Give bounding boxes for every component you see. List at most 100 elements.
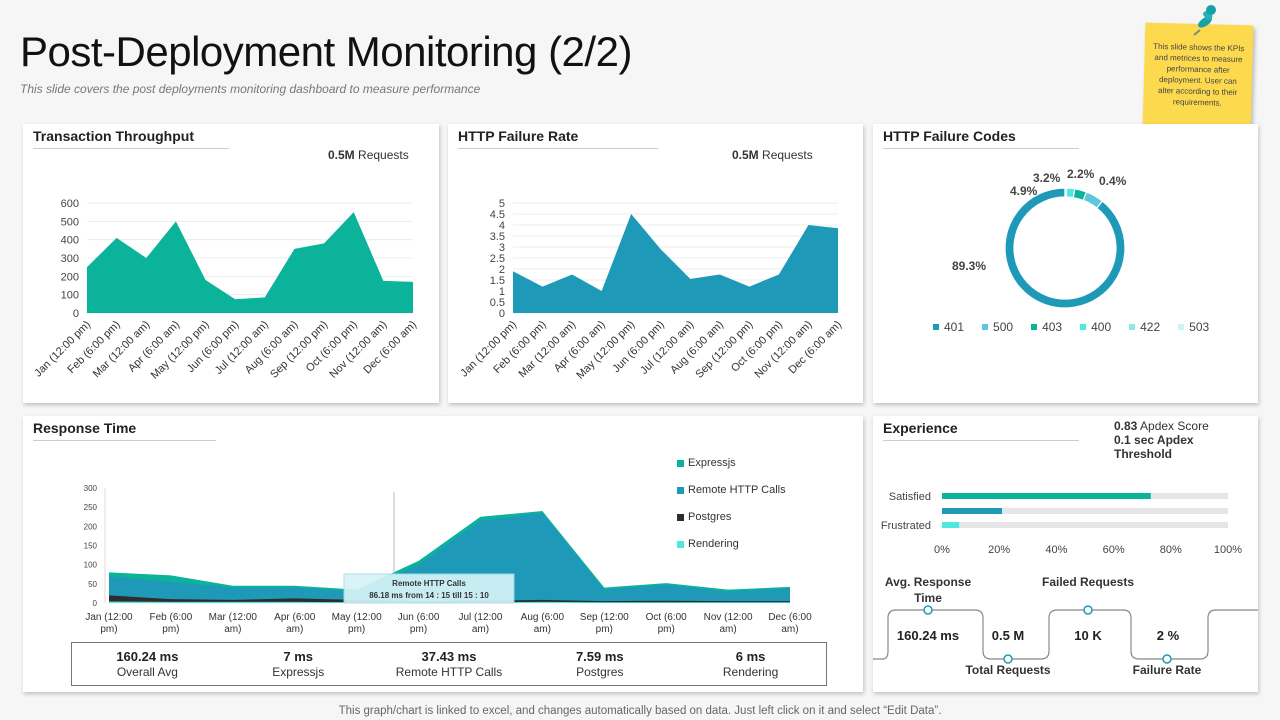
y-tick-label: 0	[73, 308, 79, 320]
y-tick-label: 4	[499, 220, 505, 232]
legend-swatch	[1129, 324, 1136, 330]
page-title: Post-Deployment Monitoring (2/2)	[20, 28, 632, 75]
y-tick-label: 400	[61, 235, 79, 247]
stat-label: Rendering	[722, 665, 779, 679]
y-tick-label: 150	[84, 542, 98, 551]
response-time-chart[interactable]: 0 50 100 150 200 250 300 Remote HTTP Calls 86.18…	[23, 416, 863, 638]
legend-label: Remote HTTP Calls	[688, 484, 786, 496]
flow-label-failure-rate: Failure Rate	[1132, 663, 1202, 677]
x-tick-label: 80%	[1160, 544, 1182, 556]
apdex-score-value: 0.83	[1114, 419, 1138, 433]
y-tick-label: 0	[93, 599, 98, 608]
failure-codes-legend: 401 500 403 400 422 503	[933, 320, 1209, 334]
flow-node	[1003, 654, 1013, 664]
donut-data-label: 89.3%	[952, 259, 986, 273]
legend-swatch	[677, 513, 684, 521]
bar-satisfied-primary	[942, 493, 1151, 499]
y-tick-label: 3.5	[490, 231, 505, 243]
legend-label: 403	[1042, 320, 1063, 334]
legend-label: 422	[1140, 320, 1161, 334]
legend-swatch	[1080, 324, 1087, 330]
donut-data-label: 3.2%	[1033, 171, 1061, 185]
legend-swatch	[677, 459, 684, 467]
stat-postgres: 7.59 ms Postgres	[524, 643, 675, 685]
failure-codes-donut-chart[interactable]: 89.3% 4.9%3.2% 2.2% 0.4%	[873, 124, 1258, 324]
stat-label: Overall Avg	[116, 665, 178, 679]
donut-data-label: 0.4%	[1099, 174, 1127, 188]
tooltip-box	[343, 573, 515, 604]
failure-rate-title: HTTP Failure Rate	[458, 128, 579, 144]
stat-value: 7 ms	[283, 649, 314, 664]
y-tick-label: 50	[88, 580, 97, 589]
flow-value-failed-requests: 10 K	[1074, 628, 1102, 643]
flow-label-avg-response-time: Avg. Response Time	[884, 575, 972, 605]
legend-item-postgres: Postgres	[677, 511, 731, 523]
legend-item-expressjs: Expressjs	[677, 457, 736, 469]
response-time-title: Response Time	[33, 420, 137, 436]
failure-rate-requests-value: 0.5M	[732, 148, 759, 162]
legend-item-403: 403	[1031, 320, 1062, 334]
y-tick-label: 100	[84, 561, 98, 570]
x-tick-label: Jan (12:00 pm)	[85, 612, 133, 635]
stat-value: 37.43 ms	[421, 649, 477, 664]
failure-rate-requests: 0.5M Requests	[732, 148, 813, 162]
failure-rate-requests-label: Requests	[762, 148, 813, 162]
x-tick-label: Aug (6:00 am)	[521, 612, 565, 635]
x-tick-label: 100%	[1214, 544, 1242, 556]
y-tick-label: 2	[499, 264, 505, 276]
page-subtitle: This slide covers the post deployments m…	[20, 82, 481, 96]
stat-expressjs: 7 ms Expressjs	[223, 643, 374, 685]
flow-value-avg-response-time: 160.24 ms	[896, 628, 960, 643]
legend-swatch	[1031, 324, 1038, 330]
legend-item-400: 400	[1080, 320, 1111, 334]
apdex-score: 0.83 Apdex Score	[1114, 419, 1209, 433]
legend-swatch	[933, 324, 939, 330]
y-tick-label: 5	[499, 198, 505, 210]
stat-value: 7.59 ms	[575, 649, 624, 664]
stat-remote-http-calls: 37.43 ms Remote HTTP Calls	[374, 643, 525, 685]
x-tick-label: Apr (6:00 am)	[274, 612, 316, 635]
apdex-score-label: Apdex Score	[1140, 419, 1209, 433]
x-tick-label: 40%	[1045, 544, 1067, 556]
throughput-requests: 0.5M Requests	[328, 148, 409, 162]
throughput-requests-value: 0.5M	[328, 148, 355, 162]
y-tick-label: 100	[61, 290, 79, 302]
donut-slice-400	[1065, 187, 1076, 199]
legend-item-rendering: Rendering	[677, 538, 739, 550]
flow-node	[1083, 605, 1093, 615]
experience-title: Experience	[883, 420, 958, 436]
x-tick-label: Nov (12:00 am)	[704, 612, 753, 635]
x-tick-label: Dec (6:00 am)	[361, 319, 419, 377]
y-tick-label: 1	[499, 286, 505, 298]
legend-label: 401	[944, 320, 965, 334]
y-tick-label: 250	[84, 503, 98, 512]
legend-swatch	[677, 540, 684, 548]
area-series-remote-http-calls	[109, 512, 790, 603]
bar-category-label: Satisfied	[889, 491, 931, 503]
divider	[883, 148, 1079, 149]
area-series-postgres	[109, 595, 790, 603]
divider	[33, 148, 229, 149]
flow-node	[923, 605, 933, 615]
experience-flow-line	[873, 605, 1258, 664]
y-tick-label: 500	[61, 216, 79, 228]
sticky-note: This slide shows the KPIs and metrices t…	[1142, 22, 1254, 134]
x-tick-label: Dec (6:00 am)	[768, 612, 812, 635]
legend-swatch	[1178, 324, 1185, 330]
failure-codes-card: HTTP Failure Codes 89.3% 4.9% 3.2% 2.2% 0.4%…	[873, 124, 1258, 403]
bar-satisfied-secondary	[942, 508, 1003, 514]
stat-rendering: 6 ms Rendering	[675, 643, 826, 685]
y-tick-label: 4.5	[490, 209, 505, 221]
donut-data-label: 2.2%	[1067, 167, 1095, 181]
flow-value-failure-rate: 2 %	[1156, 628, 1180, 643]
legend-label: Rendering	[688, 538, 739, 550]
x-tick-label: Mar (12:00 am)	[209, 612, 258, 635]
x-tick-label: 60%	[1103, 544, 1125, 556]
apdex-threshold: 0.1 sec Apdex Threshold	[1114, 433, 1194, 461]
footer-note: This graph/chart is linked to excel, and…	[338, 705, 942, 717]
bar-category-label: Frustrated	[881, 520, 931, 532]
y-tick-label: 1.5	[490, 275, 505, 287]
